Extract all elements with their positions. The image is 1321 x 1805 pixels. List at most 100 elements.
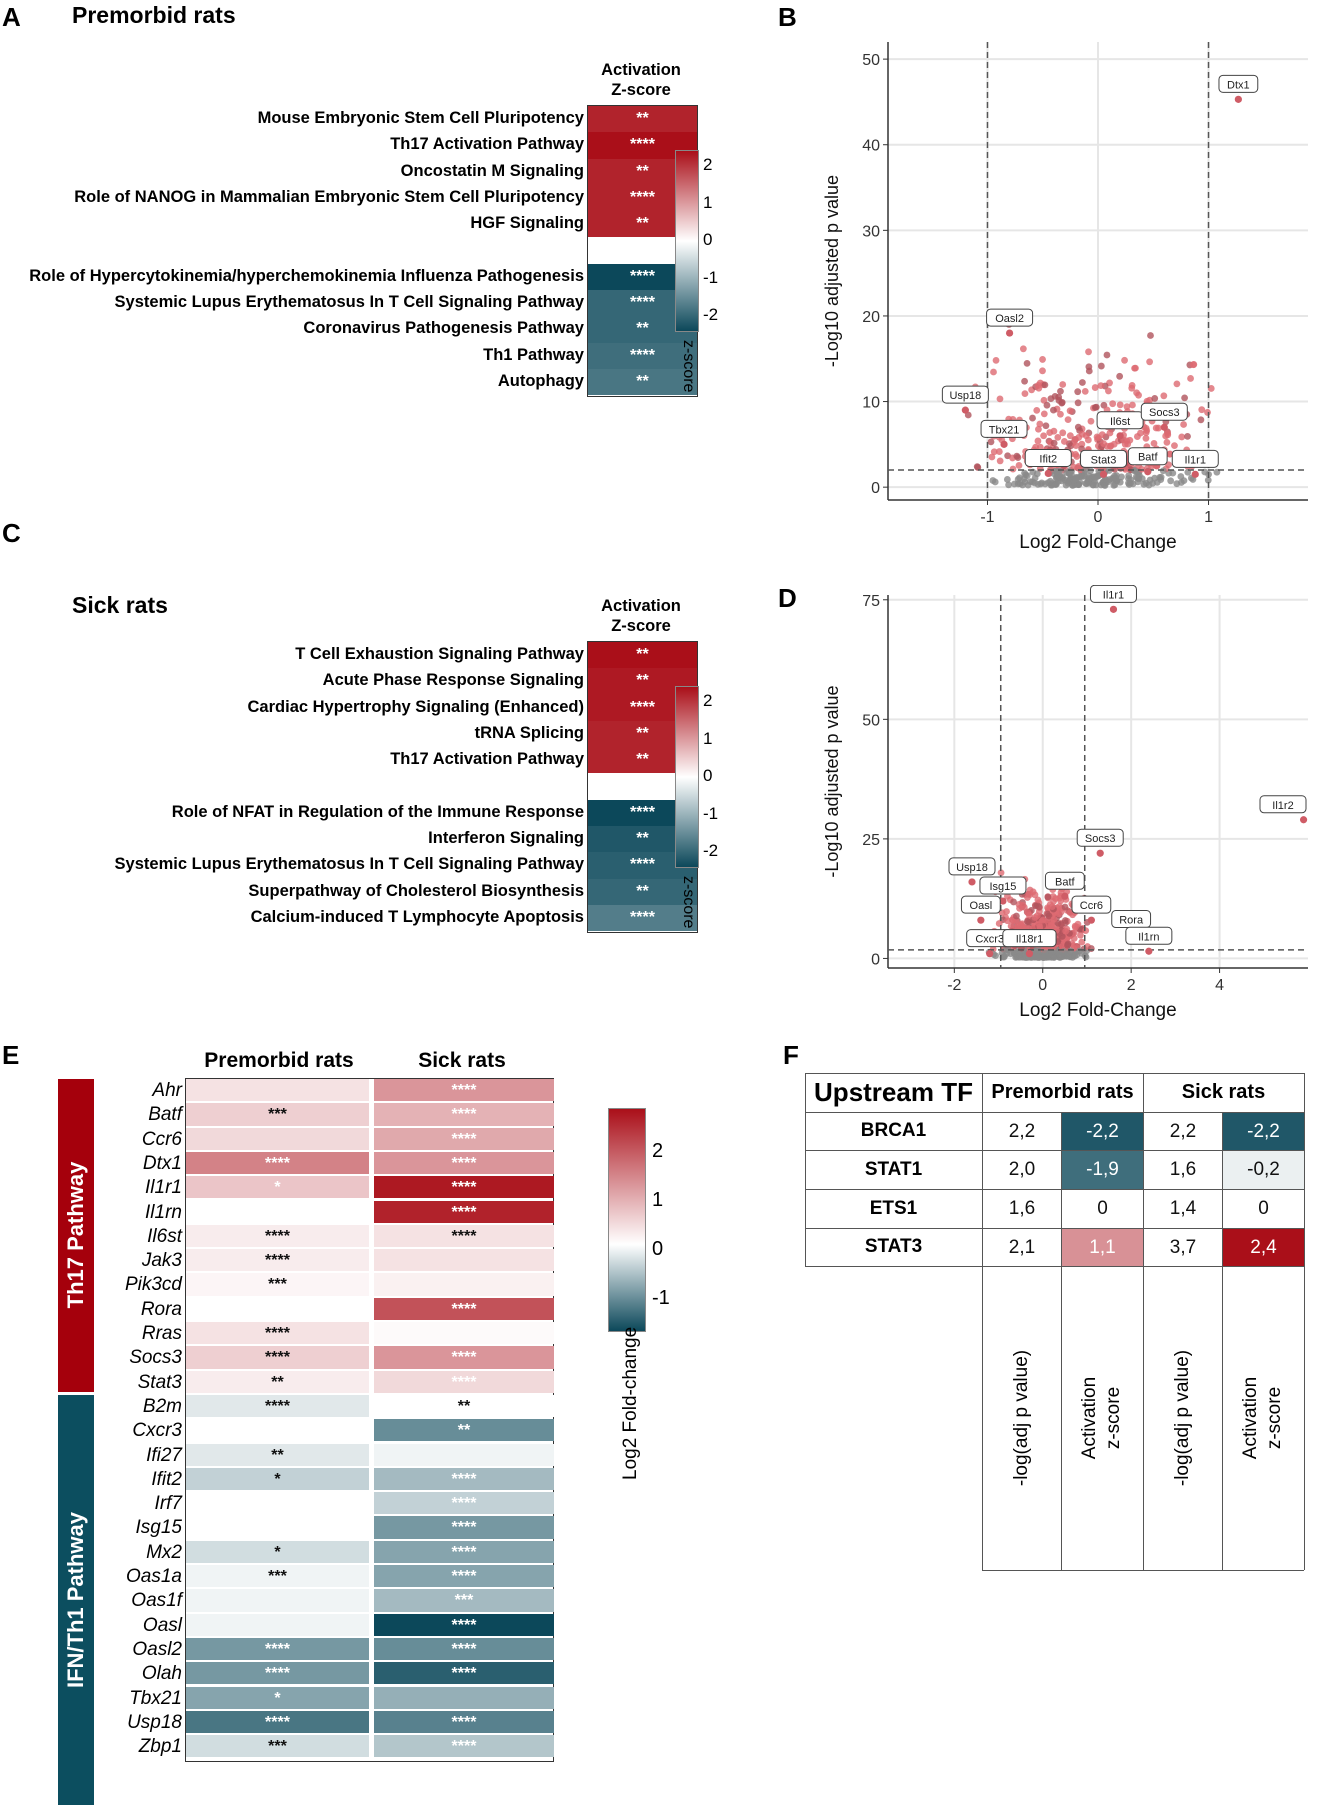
sig-point	[1085, 348, 1092, 356]
nonsig-point	[1067, 470, 1075, 478]
z-score-cell: 0	[1223, 1190, 1304, 1228]
sick-cell: **	[374, 1394, 554, 1418]
gene-label-box	[941, 385, 989, 404]
gene-label: Oas1f	[131, 1590, 182, 1612]
sig-point	[1123, 403, 1131, 411]
sig-point	[1078, 379, 1086, 386]
sig-point	[1040, 396, 1048, 404]
colorbar-tick: 0	[703, 230, 713, 249]
sig-point	[1034, 896, 1042, 904]
nonsig-point	[1180, 477, 1188, 484]
pvalue-cell: 1,4	[1144, 1190, 1222, 1228]
gene-label: Il6st	[1110, 416, 1130, 428]
sig-point	[1057, 897, 1065, 905]
nonsig-point	[1019, 481, 1027, 489]
sig-point	[1070, 934, 1078, 942]
sig-point	[1026, 891, 1034, 899]
y-axis-title: -Log10 adjusted p value	[822, 685, 842, 877]
sig-point	[1024, 909, 1032, 916]
nonsig-point	[1072, 475, 1080, 483]
colorbar-title: z-score	[680, 340, 697, 393]
table-border	[1061, 1112, 1062, 1266]
x-tick-label: 2	[1127, 977, 1136, 994]
premorbid-cell: ****	[186, 1346, 369, 1369]
sick-cell: ****	[374, 1079, 554, 1102]
x-axis-title: Log2 Fold-Change	[1019, 1000, 1176, 1021]
nonsig-point	[1056, 951, 1064, 958]
sig-point	[1078, 938, 1086, 946]
sig-point	[1082, 432, 1090, 440]
sig-point	[997, 869, 1005, 877]
premorbid-cell	[186, 1613, 369, 1636]
sig-point	[1004, 917, 1011, 925]
nonsig-point	[989, 477, 997, 484]
sig-point	[1059, 381, 1067, 388]
colorbar-tick: -1	[652, 1286, 670, 1309]
premorbid-cell	[186, 1297, 369, 1320]
gene-label-box	[1076, 828, 1124, 847]
premorbid-cell	[186, 1127, 369, 1150]
gene-label-box	[1024, 448, 1072, 467]
sig-point	[1105, 387, 1112, 395]
sick-cell: ****	[374, 1540, 554, 1563]
nonsig-point	[1082, 479, 1090, 487]
header-premorbid: Premorbid rats	[991, 1081, 1134, 1103]
sig-point	[1189, 361, 1197, 369]
sig-point	[1150, 439, 1158, 447]
sig-point	[1152, 424, 1160, 432]
premorbid-cell: ****	[186, 1224, 369, 1248]
sig-point	[1160, 392, 1168, 400]
sick-cell	[374, 1273, 554, 1296]
gene-label: Usp18	[956, 862, 988, 874]
sig-point	[1121, 356, 1128, 364]
panel-e-col-premorbid: Premorbid rats	[204, 1049, 354, 1072]
nonsig-point	[1110, 481, 1118, 489]
nonsig-point	[1062, 481, 1070, 489]
sig-point	[1058, 399, 1066, 407]
sig-point	[1060, 438, 1068, 445]
nonsig-point	[1041, 949, 1049, 957]
pathway-label: Th17 Activation Pathway	[390, 135, 584, 154]
colorbar-tick: 0	[652, 1238, 664, 1261]
nonsig-point	[1066, 953, 1073, 960]
nonsig-point	[1089, 481, 1097, 489]
colorbar-tick: 1	[703, 192, 713, 212]
z-cell: **	[588, 668, 697, 695]
sig-point	[1035, 384, 1043, 392]
nonsig-point	[1058, 477, 1066, 485]
gene-label: Irf7	[154, 1493, 182, 1515]
premorbid-cell: **	[186, 1443, 369, 1466]
panel-a-title: Premorbid rats	[72, 2, 236, 28]
premorbid-cell	[186, 1200, 369, 1223]
sig-point	[1057, 387, 1064, 395]
header-sick: Sick rats	[1181, 1081, 1266, 1103]
premorbid-cell: ****	[186, 1322, 369, 1345]
sig-point	[1058, 932, 1066, 940]
sig-point	[1009, 465, 1017, 473]
labeled-point	[968, 878, 976, 886]
colorbar-tick: 2	[703, 155, 713, 174]
z-cell: **	[588, 369, 697, 396]
sig-point	[1085, 367, 1093, 375]
panel-c-activation-header: Activation Z-score	[586, 596, 696, 636]
sig-point	[992, 356, 1000, 364]
sick-cell: ****	[374, 1176, 554, 1199]
sig-point	[1164, 429, 1172, 437]
sick-cell: ****	[374, 1200, 554, 1223]
y-tick-label: 50	[862, 52, 880, 69]
labeled-point	[1000, 440, 1008, 448]
gene-label: Cxcr3	[975, 934, 1004, 946]
panel-letter-b: B	[778, 2, 797, 32]
sig-point	[1074, 920, 1082, 928]
sig-point	[1103, 351, 1111, 359]
header-upstream-tf: Upstream TF	[814, 1077, 973, 1107]
gene-label-box	[1002, 929, 1057, 948]
nonsig-point	[1204, 476, 1212, 484]
sig-point	[1135, 391, 1142, 399]
gene-label: Rras	[141, 1323, 182, 1344]
sig-point	[1049, 924, 1057, 931]
pathway-label: Role of Hypercytokinemia/hyperchemokinem…	[29, 266, 584, 285]
nonsig-point	[1100, 481, 1108, 489]
table-border	[805, 1112, 1304, 1113]
